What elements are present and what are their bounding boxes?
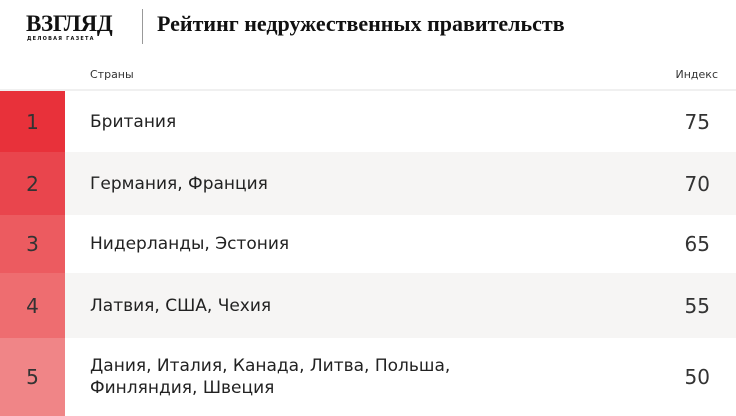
index-cell: 65 bbox=[684, 232, 710, 256]
ranking-table: 1 Британия 75 2 Германия, Франция 70 3 Н… bbox=[0, 89, 736, 416]
index-cell: 55 bbox=[684, 293, 710, 318]
rank-cell: 2 bbox=[0, 152, 65, 215]
logo-subtitle: ДЕЛОВАЯ ГАЗЕТА bbox=[27, 36, 95, 42]
rank-cell: 3 bbox=[0, 215, 65, 273]
table-row: 5 Дания, Италия, Канада, Литва, Польша, … bbox=[0, 338, 736, 416]
rank-cell: 5 bbox=[0, 338, 65, 416]
column-header-country: Страны bbox=[90, 68, 134, 81]
rank-cell: 4 bbox=[0, 273, 65, 338]
countries-cell: Германия, Франция bbox=[90, 173, 268, 194]
column-header-index: Индекс bbox=[675, 68, 719, 81]
index-cell: 70 bbox=[684, 171, 710, 196]
countries-cell: Латвия, США, Чехия bbox=[90, 295, 272, 316]
header-divider bbox=[142, 9, 143, 44]
header: ВЗГЛЯД ДЕЛОВАЯ ГАЗЕТА Рейтинг недружеств… bbox=[0, 0, 736, 48]
index-cell: 50 bbox=[684, 365, 710, 389]
table-row: 4 Латвия, США, Чехия 55 bbox=[0, 273, 736, 338]
countries-cell: Нидерланды, Эстония bbox=[90, 234, 290, 254]
logo: ВЗГЛЯД bbox=[26, 11, 113, 36]
index-cell: 75 bbox=[684, 109, 710, 134]
rank-cell: 1 bbox=[0, 91, 65, 152]
page-title: Рейтинг недружественных правительств bbox=[157, 11, 565, 36]
table-row: 2 Германия, Франция 70 bbox=[0, 152, 736, 215]
table-row: 3 Нидерланды, Эстония 65 bbox=[0, 215, 736, 273]
countries-cell: Британия bbox=[90, 111, 177, 132]
countries-cell: Дания, Италия, Канада, Литва, Польша, Фи… bbox=[90, 356, 451, 398]
table-row: 1 Британия 75 bbox=[0, 91, 736, 152]
